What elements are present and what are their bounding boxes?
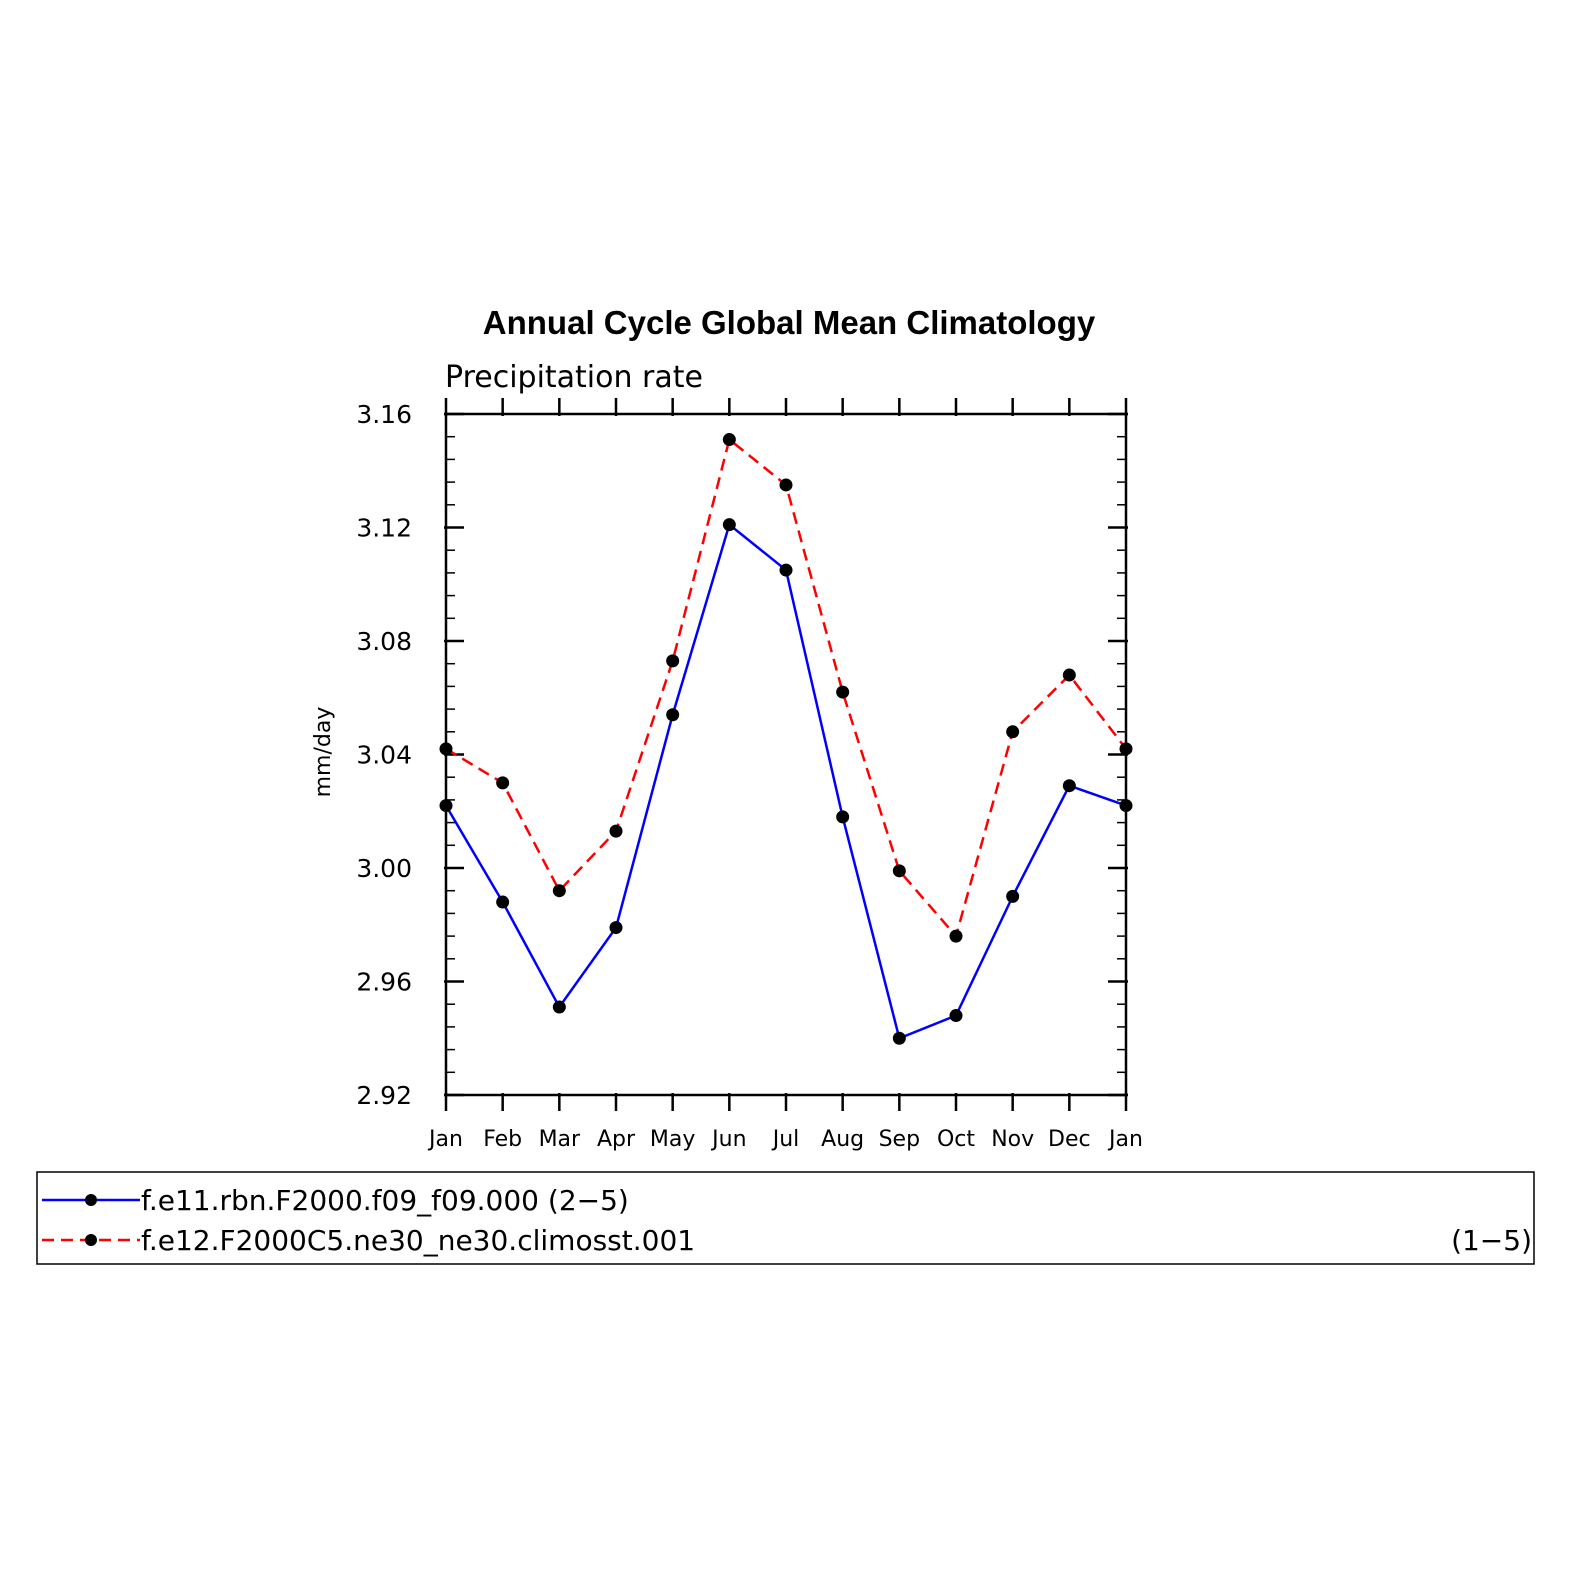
x-tick-label: Jan [1107,1127,1143,1152]
x-tick-label: Feb [483,1127,522,1152]
y-tick-label: 3.12 [356,514,412,543]
series-2-point [892,864,906,878]
legend-box [36,1171,1535,1265]
x-tick-label: Jun [710,1127,746,1152]
legend: f.e11.rbn.F2000.f09_f09.000 (2−5) f.e12.F… [42,1184,1532,1257]
x-tick-label: Aug [821,1127,864,1152]
x-tick-label: Apr [597,1127,636,1152]
series-1-point [722,518,736,532]
x-tick-label: Nov [991,1127,1034,1152]
series-1-point [892,1031,906,1045]
series-1-point [1062,779,1076,793]
series-1-point [496,895,510,909]
x-tick-label: Sep [879,1127,920,1152]
series-2-point [552,884,566,898]
y-tick-label: 2.96 [356,968,412,997]
series-line-1 [444,522,1127,1040]
series-2-point [439,742,453,756]
chart-subtitle: Precipitation rate [445,360,703,395]
x-tick-label: May [650,1127,695,1152]
series-2-point [666,654,680,668]
series-1-point [552,1000,566,1014]
series-1-point [949,1009,963,1023]
x-tick-label: Jan [427,1127,463,1152]
series-line-2 [445,437,1127,939]
legend-label-suffix-2: (1−5) [1451,1224,1532,1257]
series-1-point [779,563,793,577]
series-2-point [836,685,850,699]
series-1-point [439,799,453,813]
legend-label-1: f.e11.rbn.F2000.f09_f09.000 (2−5) [141,1184,629,1217]
y-tick-label: 3.00 [356,854,412,883]
y-tick-label: 3.08 [356,627,412,656]
y-axis: 3.16 3.12 3.08 3.04 3.00 2.96 2.92 [356,400,1128,1110]
chart-title: Annual Cycle Global Mean Climatology [483,304,1096,341]
legend-label-2: f.e12.F2000C5.ne30_ne30.climosst.001 [141,1224,695,1257]
y-tick-label: 2.92 [356,1081,412,1110]
x-tick-label: Dec [1048,1127,1091,1152]
y-axis-label: mm/day [311,707,336,798]
series-2-point [1119,742,1133,756]
series-2-point [949,929,963,943]
series-2-point [1006,725,1020,739]
series-1-point [666,708,680,722]
x-tick-label: Oct [937,1127,975,1152]
series-2-point [722,433,736,447]
series-2-point [1062,668,1076,682]
x-axis: Jan Feb Mar Apr May Jun Jul Aug Sep Oct Nov Dec Jan [427,398,1143,1152]
series-1-point [1119,799,1133,813]
series-1-point [1006,889,1020,903]
series-1-point [609,921,623,935]
plot-frame [444,412,1128,1097]
series-2-point [609,824,623,838]
x-tick-label: Mar [539,1127,581,1152]
x-tick-label: Jul [771,1127,800,1152]
y-tick-label: 3.16 [356,400,412,429]
series-1-point [836,810,850,824]
legend-marker-2 [85,1234,97,1246]
series-layer [439,433,1133,1045]
y-tick-label: 3.04 [356,741,412,770]
series-2-point [496,776,510,790]
legend-marker-1 [85,1194,97,1206]
series-2-point [779,478,793,492]
